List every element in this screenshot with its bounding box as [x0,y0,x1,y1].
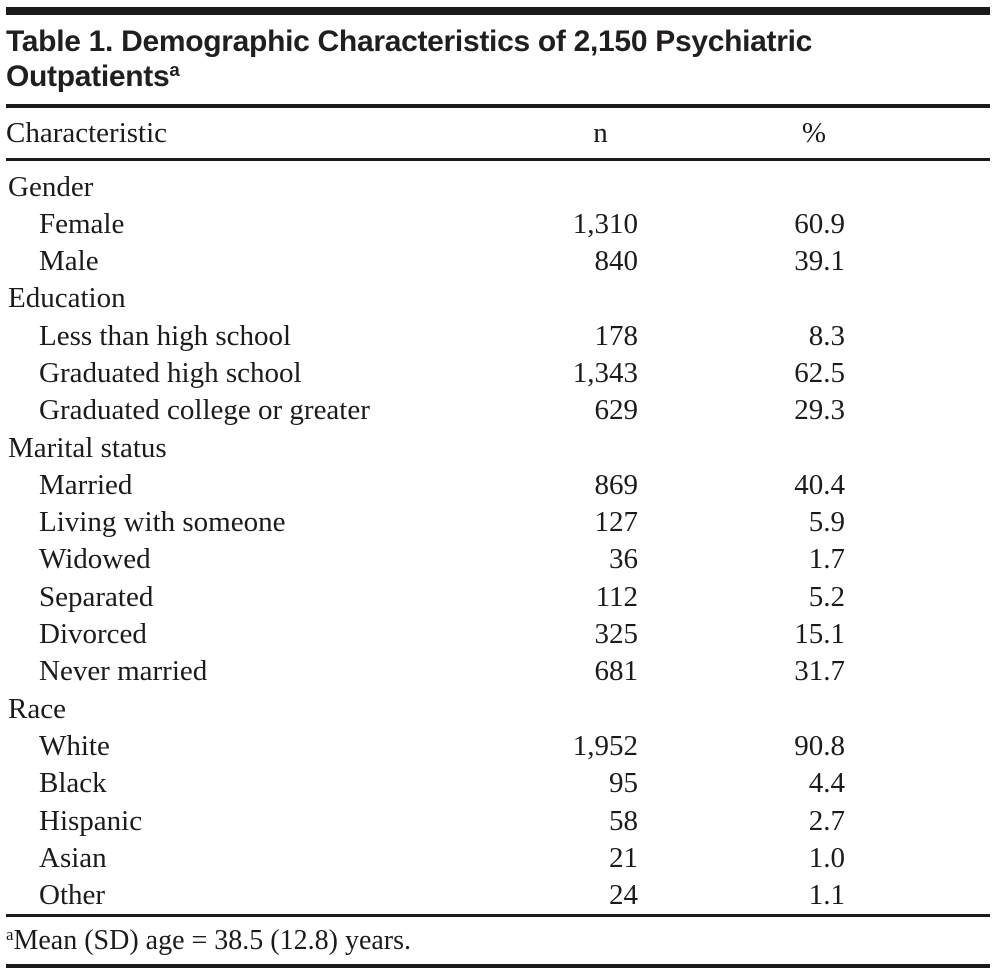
table-title-text: Table 1. Demographic Characteristics of … [6,25,813,93]
row-n-value: 1,343 [572,356,638,389]
table-title: Table 1. Demographic Characteristics of … [6,15,958,104]
row-label: Graduated college or greater [39,394,370,427]
row-percent-value [638,691,845,728]
row-percent-value [638,169,845,206]
table-title-footnote-marker: a [169,59,180,80]
row-percent-value: 1.1 [808,879,845,912]
row-n-value [538,691,638,728]
table-row: Separated 112 5.2 [6,579,990,616]
table-row: Male 840 39.1 [6,243,990,280]
row-label: Black [39,767,107,800]
row-label: Male [39,245,99,278]
row-label: Divorced [39,618,147,651]
row-percent-value: 90.8 [794,729,845,762]
row-label: Other [39,879,106,912]
row-label: Graduated high school [39,356,302,389]
row-n-value: 681 [594,655,639,688]
row-label: Never married [39,655,208,688]
table-row: Married 869 40.4 [6,467,990,504]
row-label: Living with someone [39,506,286,539]
table-row: Black 95 4.4 [6,765,990,802]
row-label: Married [39,468,133,501]
table-row: Living with someone 127 5.9 [6,504,990,541]
row-percent-value: 31.7 [794,655,845,688]
row-label: Asian [39,841,107,874]
table-row: Graduated college or greater 629 29.3 [6,392,990,429]
table-footnote: aMean (SD) age = 38.5 (12.8) years. [6,917,990,964]
table-body: Gender Female 1,310 60.9 Male 840 39.1 E… [6,161,990,915]
title-separator-rule [6,104,990,108]
row-label: White [39,729,110,762]
table-row: Divorced 325 15.1 [6,616,990,653]
footnote-marker: a [6,924,14,944]
table-row: Hispanic 58 2.7 [6,803,990,840]
row-n-value: 325 [594,618,639,651]
row-percent-value: 1.7 [808,543,845,576]
row-label: Marital status [8,431,167,464]
table-header-row: Characteristic n % [6,108,990,158]
table-group-row: Education [6,280,990,317]
row-percent-value: 5.2 [808,580,845,613]
table-row: Asian 21 1.0 [6,840,990,877]
top-rule [6,7,990,15]
row-label: Female [39,207,125,240]
row-label: Education [8,282,126,315]
row-n-value: 95 [609,767,638,800]
row-label: Less than high school [39,319,292,352]
row-percent-value: 15.1 [794,618,845,651]
row-n-value: 127 [594,506,639,539]
column-header-n: n [593,117,608,149]
row-n-value: 36 [609,543,638,576]
row-percent-value: 1.0 [808,841,845,874]
row-percent-value [638,280,845,317]
row-n-value: 1,952 [572,729,638,762]
column-header-characteristic: Characteristic [6,117,168,149]
table-row: Never married 681 31.7 [6,653,990,690]
row-n-value [538,430,638,467]
table-row: Other 24 1.1 [6,877,990,914]
row-n-value: 24 [609,879,638,912]
row-n-value: 58 [609,804,638,837]
row-n-value: 21 [609,841,638,874]
row-n-value: 112 [595,580,638,613]
row-n-value: 178 [594,319,639,352]
row-percent-value: 5.9 [808,506,845,539]
footnote-separator-rule [6,914,990,917]
table-group-row: Race [6,691,990,728]
footnote-text: Mean (SD) age = 38.5 (12.8) years. [13,924,412,956]
row-n-value [538,280,638,317]
row-n-value [538,169,638,206]
row-n-value: 840 [594,245,639,278]
row-percent-value: 62.5 [794,356,845,389]
table-group-row: Gender [6,169,990,206]
column-header-percent: % [801,117,827,149]
row-percent-value [638,430,845,467]
table-row: Graduated high school 1,343 62.5 [6,355,990,392]
row-percent-value: 60.9 [794,207,845,240]
table-row: Widowed 36 1.7 [6,541,990,578]
row-n-value: 1,310 [572,207,638,240]
row-percent-value: 29.3 [794,394,845,427]
row-label: Gender [8,170,94,203]
row-percent-value: 40.4 [794,468,845,501]
header-separator-rule [6,158,990,161]
row-percent-value: 4.4 [808,767,845,800]
row-label: Hispanic [39,804,143,837]
table-group-row: Marital status [6,430,990,467]
row-percent-value: 2.7 [808,804,845,837]
row-percent-value: 8.3 [808,319,845,352]
row-percent-value: 39.1 [794,245,845,278]
table-row: White 1,952 90.8 [6,728,990,765]
row-label: Separated [39,580,154,613]
bottom-rule [6,963,990,968]
row-n-value: 629 [594,394,639,427]
row-label: Widowed [39,543,151,576]
row-label: Race [8,692,66,725]
table-row: Female 1,310 60.9 [6,206,990,243]
table-row: Less than high school 178 8.3 [6,318,990,355]
row-n-value: 869 [594,468,639,501]
